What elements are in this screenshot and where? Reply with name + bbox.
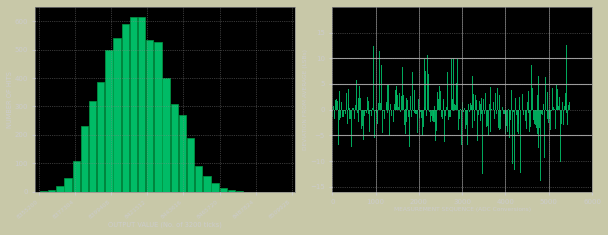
Bar: [219, 188, 227, 192]
Bar: [130, 17, 137, 192]
Bar: [236, 191, 243, 192]
Bar: [162, 78, 170, 192]
Bar: [81, 126, 88, 192]
Bar: [89, 101, 96, 192]
Bar: [72, 161, 80, 192]
Bar: [105, 50, 112, 192]
Bar: [138, 17, 145, 192]
Bar: [40, 191, 47, 192]
Bar: [48, 190, 55, 192]
X-axis label: MEASUREMENT SEQUENCE (ADC Conversions): MEASUREMENT SEQUENCE (ADC Conversions): [393, 207, 531, 212]
Bar: [97, 82, 105, 192]
Bar: [195, 166, 202, 192]
Y-axis label: DEVIATION FROM AVERAGE (LSBs): DEVIATION FROM AVERAGE (LSBs): [303, 49, 308, 150]
X-axis label: OUTPUT VALUE (No. of 3200 ticks): OUTPUT VALUE (No. of 3200 ticks): [108, 222, 223, 228]
Bar: [114, 38, 121, 192]
Bar: [64, 178, 72, 192]
Bar: [203, 176, 210, 192]
Bar: [57, 186, 64, 192]
Bar: [228, 190, 235, 192]
Bar: [179, 115, 186, 192]
Bar: [146, 40, 153, 192]
Bar: [171, 104, 178, 192]
Bar: [154, 43, 162, 192]
Bar: [187, 138, 195, 192]
Bar: [122, 24, 129, 192]
Y-axis label: NUMBER OF HITS: NUMBER OF HITS: [7, 71, 13, 128]
Bar: [212, 183, 219, 192]
